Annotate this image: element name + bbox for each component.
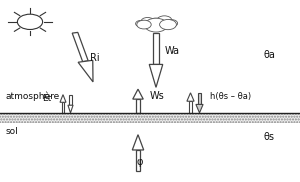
Bar xyxy=(62,102,64,113)
Circle shape xyxy=(145,18,167,32)
Bar xyxy=(189,101,192,113)
Text: θa: θa xyxy=(264,50,276,60)
Circle shape xyxy=(147,18,165,29)
Circle shape xyxy=(160,19,176,30)
Polygon shape xyxy=(78,60,93,82)
Text: Et: Et xyxy=(42,94,51,103)
Polygon shape xyxy=(72,32,88,62)
Text: atmosphère: atmosphère xyxy=(6,92,60,101)
Text: Ws: Ws xyxy=(150,92,165,101)
Circle shape xyxy=(141,17,154,25)
Polygon shape xyxy=(187,93,194,101)
Polygon shape xyxy=(149,64,163,87)
Bar xyxy=(198,93,201,104)
Text: Ri: Ri xyxy=(90,53,100,63)
Text: φ: φ xyxy=(136,157,143,167)
Bar xyxy=(136,150,140,171)
Polygon shape xyxy=(60,95,66,102)
Bar xyxy=(70,95,71,105)
Polygon shape xyxy=(132,135,144,150)
Polygon shape xyxy=(68,105,73,113)
Circle shape xyxy=(17,14,43,29)
Bar xyxy=(0,113,300,123)
Circle shape xyxy=(136,20,146,27)
Circle shape xyxy=(157,16,172,25)
Text: sol: sol xyxy=(6,126,19,136)
Text: Wa: Wa xyxy=(165,46,180,56)
Circle shape xyxy=(137,20,151,29)
Circle shape xyxy=(166,20,178,27)
Bar xyxy=(136,99,140,113)
Polygon shape xyxy=(133,89,143,99)
Bar xyxy=(153,33,159,64)
Polygon shape xyxy=(196,104,203,113)
Text: h(θs – θa): h(θs – θa) xyxy=(210,92,251,101)
Text: θs: θs xyxy=(264,132,275,141)
